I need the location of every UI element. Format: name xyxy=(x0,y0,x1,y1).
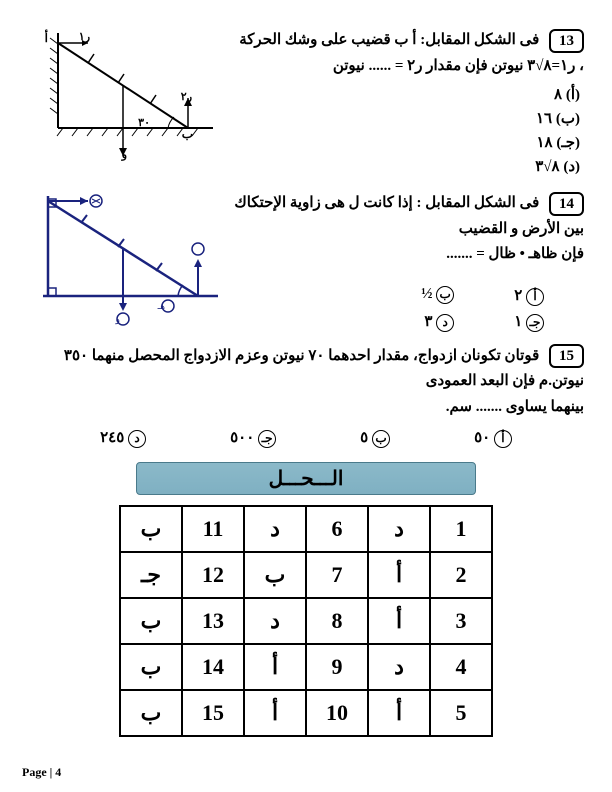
q15-opt-b: ب ٥ xyxy=(360,428,390,448)
svg-text:هـ: هـ xyxy=(157,301,166,311)
page-footer: Page | 4 xyxy=(22,765,61,780)
q15-opt-d: د ٢٤٥ xyxy=(100,428,146,448)
answer-table: 1د6د11ب2أ7ب12جـ3أ8د13ب4د9أ14ب5أ10أ15ب xyxy=(119,505,493,737)
answer-cell: ب xyxy=(120,598,182,644)
svg-text:ر٢: ر٢ xyxy=(181,91,192,103)
svg-text:و: و xyxy=(115,314,120,325)
answer-cell: جـ xyxy=(120,552,182,598)
q15-opt-c: جـ ٥٠٠ xyxy=(230,428,276,448)
q15-line2: بينهما يساوى ....... سم. xyxy=(446,399,584,415)
q14-diagram: و هـ xyxy=(28,191,228,326)
answer-cell: 2 xyxy=(430,552,492,598)
q13-line2: ، ر١=٨√٣ نيوتن فإن مقدار ر٢ = ...... نيو… xyxy=(333,58,584,74)
answer-cell: ب xyxy=(120,690,182,736)
answer-cell: 9 xyxy=(306,644,368,690)
answer-cell: أ xyxy=(368,552,430,598)
question-13: 13 فى الشكل المقابل: أ ب قضيب على وشك ال… xyxy=(28,28,584,179)
answer-cell: د xyxy=(244,506,306,552)
q15-opt-a: أ ٥٠ xyxy=(474,428,512,448)
q14-opt-b: ب ½ xyxy=(421,286,454,306)
answer-cell: 6 xyxy=(306,506,368,552)
q15-options: أ ٥٠ ب ٥ جـ ٥٠٠ د ٢٤٥ xyxy=(28,428,584,448)
q13-diagram: ٣٠ أ ر١ ب ر٢ و xyxy=(28,28,228,163)
q13-line1: فى الشكل المقابل: أ ب قضيب على وشك الحرك… xyxy=(239,32,539,48)
question-15: 15 قوتان تكونان ازدواج، مقدار احدهما ٧٠ … xyxy=(28,344,584,449)
solution-title: الـــحـــل xyxy=(136,462,476,495)
answer-cell: 15 xyxy=(182,690,244,736)
answer-cell: د xyxy=(368,644,430,690)
answer-cell: 12 xyxy=(182,552,244,598)
question-14: 14 فى الشكل المقابل : إذا كانت ل هى زاوي… xyxy=(28,191,584,332)
answer-cell: ب xyxy=(120,506,182,552)
answer-cell: 3 xyxy=(430,598,492,644)
answer-cell: 7 xyxy=(306,552,368,598)
answer-cell: د xyxy=(368,506,430,552)
answer-cell: أ xyxy=(244,690,306,736)
q15-number: 15 xyxy=(549,344,584,368)
q15-line1: قوتان تكونان ازدواج، مقدار احدهما ٧٠ نيو… xyxy=(64,348,584,390)
answer-cell: ب xyxy=(244,552,306,598)
answer-cell: 14 xyxy=(182,644,244,690)
answer-cell: 1 xyxy=(430,506,492,552)
q15-text: 15 قوتان تكونان ازدواج، مقدار احدهما ٧٠ … xyxy=(28,344,584,421)
svg-text:أ: أ xyxy=(45,30,48,45)
q14-number: 14 xyxy=(549,192,584,216)
svg-text:ر١: ر١ xyxy=(79,31,90,43)
answer-cell: 13 xyxy=(182,598,244,644)
answer-cell: 5 xyxy=(430,690,492,736)
q14-line1: فى الشكل المقابل : إذا كانت ل هى زاوية ا… xyxy=(234,195,584,237)
svg-text:٣٠: ٣٠ xyxy=(138,117,150,129)
svg-text:و: و xyxy=(121,149,127,161)
answer-cell: ب xyxy=(120,644,182,690)
answer-cell: 8 xyxy=(306,598,368,644)
q14-line2: فإن ظاهـ • ظال = ....... xyxy=(446,246,584,262)
answer-cell: 4 xyxy=(430,644,492,690)
answer-cell: أ xyxy=(244,644,306,690)
q14-opt-c: جـ ١ xyxy=(514,312,544,332)
answer-cell: أ xyxy=(368,690,430,736)
answer-cell: 10 xyxy=(306,690,368,736)
q14-opt-d: د ٣ xyxy=(424,312,454,332)
answer-cell: أ xyxy=(368,598,430,644)
svg-text:ب: ب xyxy=(182,127,193,141)
q13-number: 13 xyxy=(549,29,584,53)
answer-cell: 11 xyxy=(182,506,244,552)
q14-opt-a: أ ٢ xyxy=(514,286,544,306)
answer-cell: د xyxy=(244,598,306,644)
